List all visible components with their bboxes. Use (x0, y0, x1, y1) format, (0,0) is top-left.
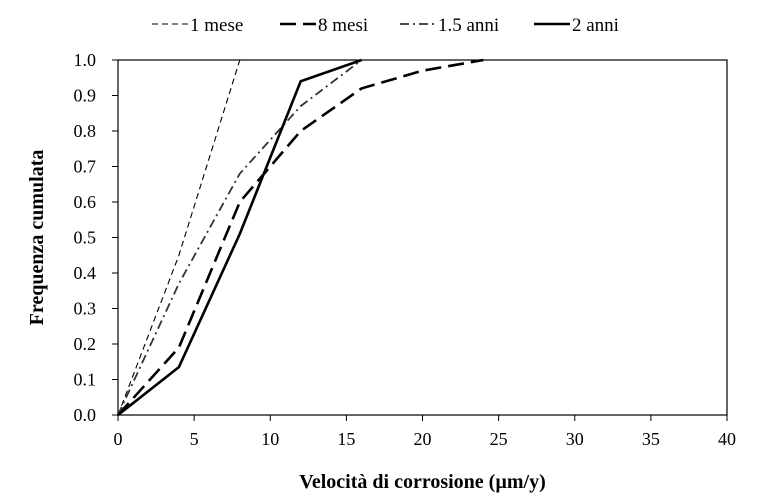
y-tick-label: 0.3 (74, 299, 97, 319)
y-tick-label: 0.4 (74, 263, 97, 283)
x-axis-label: Velocità di corrosione (µm/y) (299, 471, 545, 493)
y-tick-label: 0.2 (74, 334, 97, 354)
legend-item-3: 1.5 anni (400, 15, 499, 36)
y-tick-label: 0.5 (74, 228, 97, 248)
x-tick-label: 15 (337, 429, 355, 449)
y-tick-label: 0.1 (74, 370, 97, 390)
y-axis-ticks: 0.0 0.1 0.2 0.3 0.4 0.5 0.6 0.7 0.8 0.9 1.0 (74, 50, 118, 425)
legend-label: 1.5 anni (438, 15, 499, 36)
y-tick-label: 1.0 (74, 50, 97, 70)
series-line-1 (117, 59, 241, 416)
legend-item-2: 8 mesi (280, 15, 368, 36)
y-tick-label: 0.0 (74, 405, 97, 425)
x-tick-label: 10 (261, 429, 279, 449)
series-line-3 (117, 59, 363, 416)
y-tick-label: 0.9 (74, 86, 97, 106)
x-tick-label: 20 (414, 429, 432, 449)
y-axis-label: Frequenza cumulata (26, 150, 48, 326)
x-tick-label: 25 (490, 429, 508, 449)
x-tick-label: 0 (114, 429, 123, 449)
legend-item-1: 1 mese (152, 15, 243, 36)
legend-label: 1 mese (190, 15, 243, 36)
legend-label: 8 mesi (318, 15, 368, 36)
legend-item-4: 2 anni (534, 15, 619, 36)
series-line-4 (117, 58, 363, 417)
x-tick-label: 40 (718, 429, 736, 449)
legend-label: 2 anni (572, 15, 619, 36)
x-tick-label: 35 (642, 429, 660, 449)
x-tick-label: 5 (190, 429, 199, 449)
y-tick-label: 0.6 (74, 192, 97, 212)
y-tick-label: 0.7 (74, 157, 97, 177)
legend: 1 mese 8 mesi 1.5 anni 2 anni (152, 15, 619, 36)
x-axis-ticks: 0 5 10 15 20 25 30 35 40 (114, 415, 736, 449)
y-tick-label: 0.8 (74, 121, 97, 141)
x-tick-label: 30 (566, 429, 584, 449)
